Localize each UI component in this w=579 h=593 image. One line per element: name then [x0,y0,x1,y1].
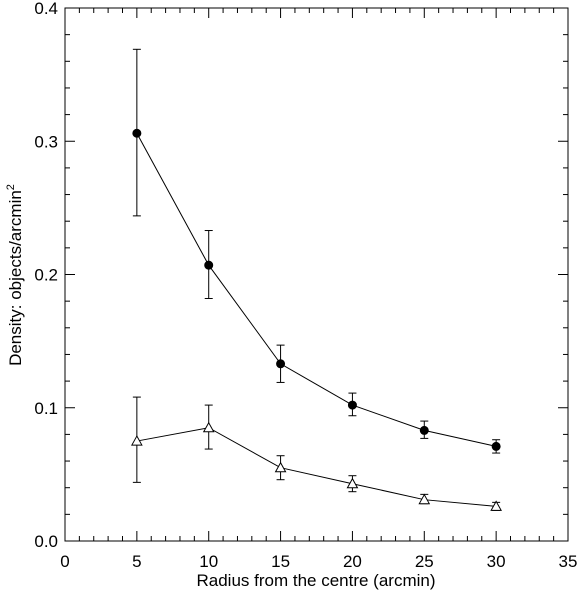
y-axis-label: Density: objects/arcmin2 [5,184,25,366]
x-axis-label: Radius from the centre (arcmin) [196,571,435,590]
y-tick-label: 0.0 [34,532,58,551]
series-2 [131,396,502,511]
data-point [132,128,142,138]
y-tick-label: 0.1 [34,399,58,418]
data-point [419,425,429,435]
series-line [136,133,497,447]
x-tick-label: 35 [559,552,578,571]
data-point [131,435,143,446]
series-layer [131,48,502,511]
y-tick-label: 0.4 [34,0,58,18]
data-point [274,461,287,473]
data-point [204,260,214,270]
y-tick-label: 0.2 [34,266,58,285]
data-point [202,421,215,433]
series-1 [132,48,501,454]
x-tick-label: 20 [343,552,362,571]
x-tick-labels: 0 5 10 15 20 25 30 35 [60,552,577,571]
x-tick-label: 5 [132,552,141,571]
data-point [418,493,431,505]
x-tick-label: 25 [415,552,434,571]
y-axis-label-main: Density: objects/arcmin [6,190,25,366]
series-line [136,427,497,507]
x-tick-label: 15 [271,552,290,571]
y-tick-label: 0.3 [34,132,58,151]
x-tick-label: 10 [199,552,218,571]
axis-ticks [64,7,569,542]
data-point [491,441,501,451]
x-tick-label: 30 [487,552,506,571]
data-point [276,359,286,369]
x-tick-label: 0 [60,552,69,571]
data-point [490,500,502,511]
data-point [346,477,359,489]
y-axis-label-superscript: 2 [5,184,17,190]
data-point [347,400,357,410]
plot-frame [64,7,569,542]
y-tick-labels: 0.0 0.1 0.2 0.3 0.4 [34,0,58,551]
